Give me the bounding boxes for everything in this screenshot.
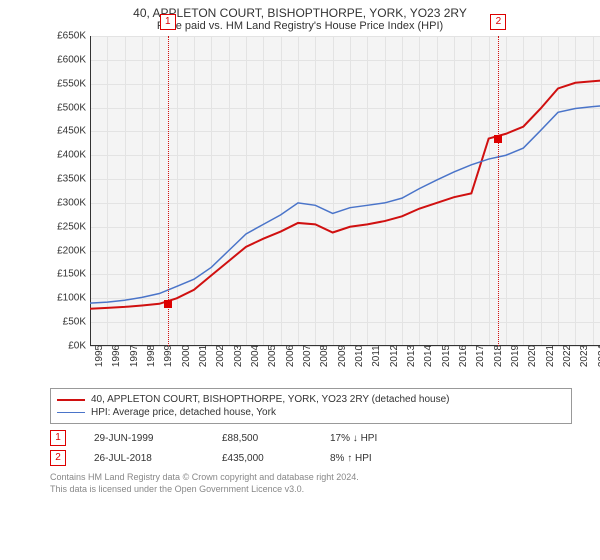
sales-row-badge: 2 <box>50 450 66 466</box>
x-axis-label: 2013 <box>402 345 417 367</box>
x-axis-label: 2016 <box>454 345 469 367</box>
x-axis-label: 1997 <box>125 345 140 367</box>
sales-row-date: 26-JUL-2018 <box>94 453 194 464</box>
y-axis-label: £650K <box>57 31 90 42</box>
x-axis-label: 1995 <box>90 345 105 367</box>
x-axis-label: 2019 <box>506 345 521 367</box>
x-axis-label: 2004 <box>246 345 261 367</box>
sales-table: 1 29-JUN-1999 £88,500 17% ↓ HPI 2 26-JUL-2018… <box>50 428 572 468</box>
x-axis-label: 2000 <box>177 345 192 367</box>
y-axis-label: £400K <box>57 150 90 161</box>
x-axis-label: 2018 <box>489 345 504 367</box>
x-axis-label: 2007 <box>298 345 313 367</box>
sales-row-price: £435,000 <box>222 453 302 464</box>
x-axis-label: 1996 <box>107 345 122 367</box>
legend-label: HPI: Average price, detached house, York <box>91 407 276 418</box>
sales-row: 2 26-JUL-2018 £435,000 8% ↑ HPI <box>50 448 572 468</box>
x-axis-label: 2010 <box>350 345 365 367</box>
sales-row: 1 29-JUN-1999 £88,500 17% ↓ HPI <box>50 428 572 448</box>
x-axis-label: 2012 <box>385 345 400 367</box>
y-axis-label: £450K <box>57 126 90 137</box>
sales-row-date: 29-JUN-1999 <box>94 433 194 444</box>
x-axis-label: 2008 <box>315 345 330 367</box>
x-axis-label: 1998 <box>142 345 157 367</box>
y-axis-label: £150K <box>57 269 90 280</box>
y-axis-label: £100K <box>57 293 90 304</box>
y-axis-label: £600K <box>57 54 90 65</box>
footer-attribution: Contains HM Land Registry data © Crown c… <box>50 472 572 495</box>
price-chart: £0K£50K£100K£150K£200K£250K£300K£350K£40… <box>90 36 600 346</box>
sale-marker-badge: 1 <box>160 14 176 30</box>
chart-title: 40, APPLETON COURT, BISHOPTHORPE, YORK, … <box>0 0 600 20</box>
series-property <box>90 80 600 309</box>
legend-swatch <box>57 412 85 413</box>
y-axis-label: £300K <box>57 197 90 208</box>
chart-subtitle: Price paid vs. HM Land Registry's House … <box>0 20 600 36</box>
footer-line-1: Contains HM Land Registry data © Crown c… <box>50 472 572 484</box>
sale-marker-line <box>498 36 499 346</box>
sales-row-badge: 1 <box>50 430 66 446</box>
x-axis-label: 2017 <box>471 345 486 367</box>
x-axis-label: 2003 <box>229 345 244 367</box>
footer-line-2: This data is licensed under the Open Gov… <box>50 484 572 496</box>
legend-label: 40, APPLETON COURT, BISHOPTHORPE, YORK, … <box>91 394 450 405</box>
x-axis-label: 2011 <box>367 345 382 367</box>
legend-item: 40, APPLETON COURT, BISHOPTHORPE, YORK, … <box>57 393 565 406</box>
chart-legend: 40, APPLETON COURT, BISHOPTHORPE, YORK, … <box>50 388 572 424</box>
x-axis-label: 2001 <box>194 345 209 367</box>
sales-row-price: £88,500 <box>222 433 302 444</box>
x-axis-label: 1999 <box>159 345 174 367</box>
x-axis-label: 2024 <box>593 345 600 367</box>
x-axis-label: 2015 <box>437 345 452 367</box>
x-axis-label: 2009 <box>333 345 348 367</box>
legend-swatch <box>57 399 85 401</box>
x-axis-label: 2005 <box>263 345 278 367</box>
legend-item: HPI: Average price, detached house, York <box>57 406 565 419</box>
y-axis-label: £200K <box>57 245 90 256</box>
x-axis-label: 2022 <box>558 345 573 367</box>
sale-marker-badge: 2 <box>490 14 506 30</box>
sales-row-delta: 8% ↑ HPI <box>330 453 372 464</box>
sale-marker-point <box>494 135 502 143</box>
sales-row-delta: 17% ↓ HPI <box>330 433 377 444</box>
y-axis-label: £500K <box>57 102 90 113</box>
sale-marker-point <box>164 300 172 308</box>
x-axis-label: 2020 <box>523 345 538 367</box>
series-hpi <box>90 105 600 303</box>
x-axis-label: 2021 <box>541 345 556 367</box>
y-axis-label: £350K <box>57 174 90 185</box>
y-axis-label: £50K <box>63 317 90 328</box>
x-axis-label: 2014 <box>419 345 434 367</box>
y-axis-label: £0K <box>68 341 90 352</box>
x-axis-label: 2006 <box>281 345 296 367</box>
x-axis-label: 2002 <box>211 345 226 367</box>
y-axis-label: £250K <box>57 221 90 232</box>
x-axis-label: 2023 <box>575 345 590 367</box>
y-axis-label: £550K <box>57 78 90 89</box>
